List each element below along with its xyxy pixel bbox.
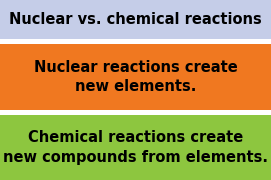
Bar (0, 44, 271, 110)
Text: Nuclear reactions create
new elements.: Nuclear reactions create new elements. (34, 60, 237, 94)
Text: Nuclear vs. chemical reactions: Nuclear vs. chemical reactions (9, 12, 262, 27)
Bar (0, 0, 271, 39)
Bar (0, 115, 271, 180)
Bar (0, 110, 271, 115)
Text: Chemical reactions create
new compounds from elements.: Chemical reactions create new compounds … (3, 130, 268, 165)
Bar (0, 39, 271, 44)
